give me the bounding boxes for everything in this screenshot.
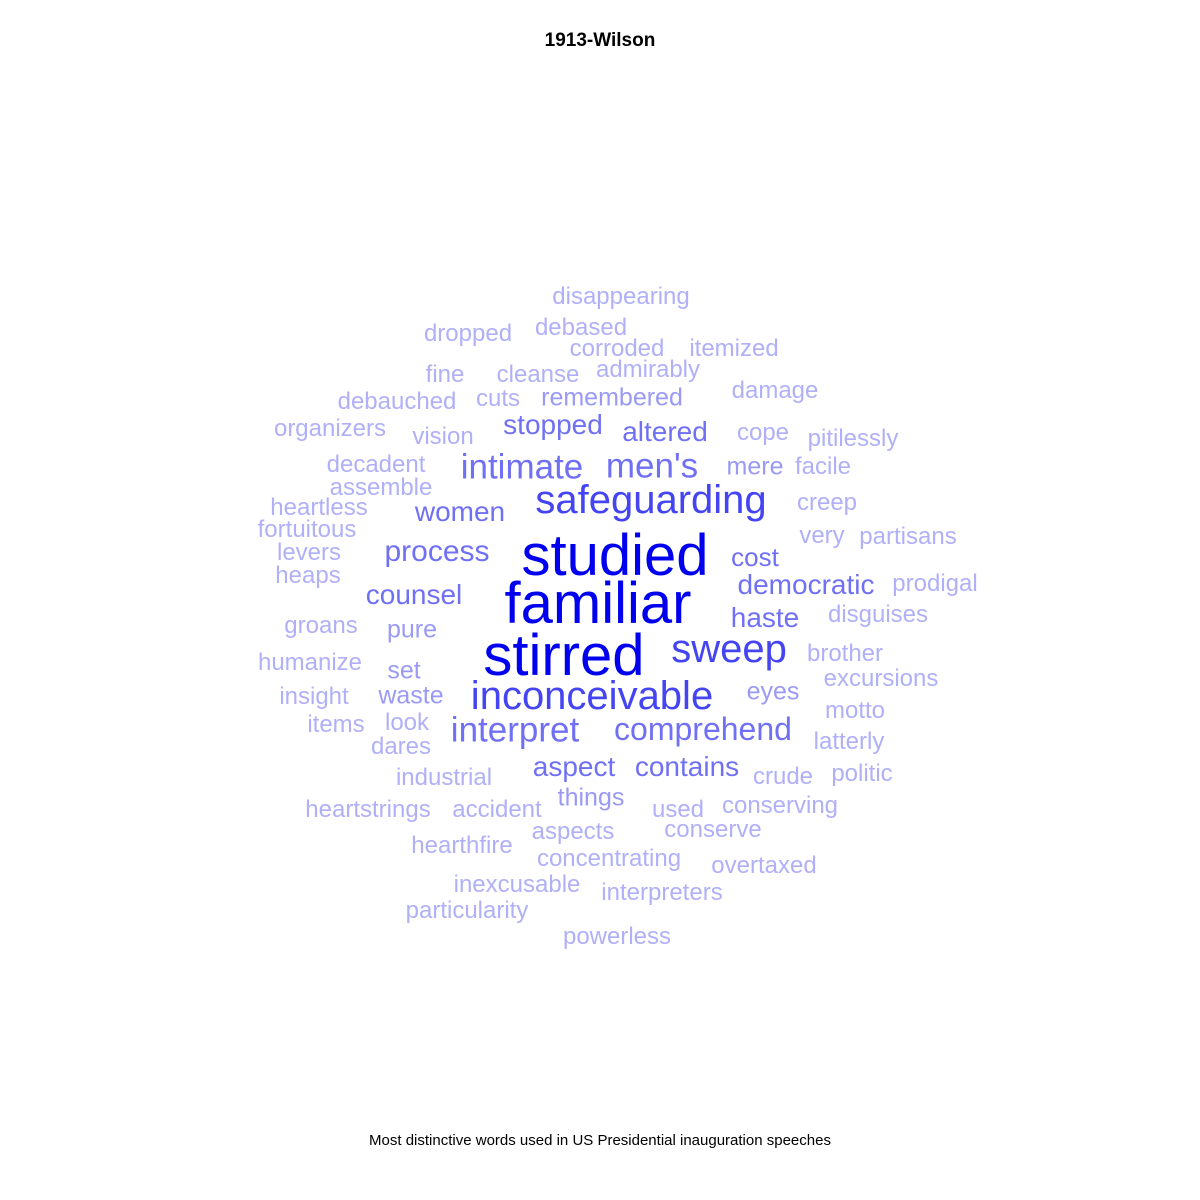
word-set: set: [387, 656, 421, 685]
word-decadent: decadent: [326, 451, 426, 478]
word-women: women: [414, 496, 506, 527]
word-intimate: intimate: [460, 447, 584, 487]
word-look: look: [384, 709, 430, 736]
word-industrial: industrial: [395, 764, 493, 791]
word-waste: waste: [378, 681, 444, 710]
word-cleanse: cleanse: [496, 361, 580, 388]
word-hearthfire: hearthfire: [411, 832, 513, 859]
word-vision: vision: [412, 423, 474, 450]
word-excursions: excursions: [823, 665, 939, 692]
word-familiar: familiar: [504, 571, 692, 636]
word-studied: studied: [521, 523, 709, 588]
word-facile: facile: [794, 453, 852, 480]
word-inconceivable: inconceivable: [470, 674, 714, 718]
word-mere: mere: [726, 452, 784, 481]
word-altered: altered: [622, 416, 708, 447]
word-organizers: organizers: [273, 415, 387, 442]
word-assemble: assemble: [329, 474, 433, 501]
word-partisans: partisans: [859, 523, 957, 550]
word-insight: insight: [279, 683, 349, 710]
word-heartless: heartless: [270, 494, 368, 521]
word-corroded: corroded: [569, 335, 665, 362]
word-accident: accident: [452, 796, 542, 823]
word-damage: damage: [731, 377, 819, 404]
word-concentrating: concentrating: [536, 845, 682, 872]
word-conserve: conserve: [664, 816, 762, 843]
word-motto: motto: [824, 697, 886, 724]
word-disguises: disguises: [827, 601, 929, 628]
word-politic: politic: [831, 760, 893, 787]
word-crude: crude: [752, 763, 814, 790]
word-haste: haste: [730, 602, 800, 633]
word-heartstrings: heartstrings: [305, 796, 431, 823]
word-contains: contains: [634, 751, 740, 782]
word-itemized: itemized: [689, 335, 779, 362]
chart-caption: Most distinctive words used in US Presid…: [369, 1132, 831, 1149]
word-debauched: debauched: [337, 388, 457, 415]
chart-title: 1913-Wilson: [544, 30, 656, 51]
word-admirably: admirably: [595, 356, 701, 383]
word-fortuitous: fortuitous: [257, 516, 357, 543]
word-things: things: [557, 783, 625, 812]
word-aspects: aspects: [531, 818, 615, 845]
word-remembered: remembered: [541, 383, 683, 412]
word-men-s: men's: [605, 446, 699, 486]
word-cost: cost: [731, 542, 779, 572]
word-particularity: particularity: [405, 897, 529, 924]
word-used: used: [651, 796, 705, 823]
word-interpreters: interpreters: [601, 879, 723, 906]
word-inexcusable: inexcusable: [453, 871, 581, 898]
word-very: very: [799, 522, 845, 549]
word-fine: fine: [425, 361, 465, 388]
word-process: process: [384, 535, 490, 568]
word-creep: creep: [796, 489, 858, 516]
word-pitilessly: pitilessly: [807, 425, 899, 452]
word-powerless: powerless: [562, 923, 672, 950]
word-levers: levers: [276, 539, 342, 566]
word-prodigal: prodigal: [892, 570, 978, 597]
word-safeguarding: safeguarding: [535, 478, 767, 522]
word-stopped: stopped: [503, 409, 603, 440]
word-eyes: eyes: [746, 677, 800, 706]
word-pure: pure: [386, 615, 438, 644]
word-counsel: counsel: [365, 579, 463, 610]
word-conserving: conserving: [721, 792, 839, 819]
word-debased: debased: [534, 314, 628, 341]
word-items: items: [307, 711, 365, 738]
word-sweep: sweep: [671, 627, 787, 671]
word-dares: dares: [370, 733, 432, 760]
word-latterly: latterly: [813, 728, 885, 755]
word-brother: brother: [806, 640, 884, 667]
word-interpret: interpret: [450, 710, 580, 750]
word-comprehend: comprehend: [614, 711, 792, 747]
word-stirred: stirred: [483, 623, 645, 688]
word-heaps: heaps: [275, 562, 341, 589]
word-democratic: democratic: [737, 569, 875, 600]
word-cuts: cuts: [475, 385, 521, 412]
word-overtaxed: overtaxed: [711, 852, 817, 879]
word-humanize: humanize: [257, 649, 363, 676]
word-groans: groans: [284, 612, 358, 639]
word-aspect: aspect: [532, 751, 616, 782]
word-disappearing: disappearing: [552, 283, 690, 310]
word-cope: cope: [736, 419, 790, 446]
word-dropped: dropped: [423, 320, 513, 347]
